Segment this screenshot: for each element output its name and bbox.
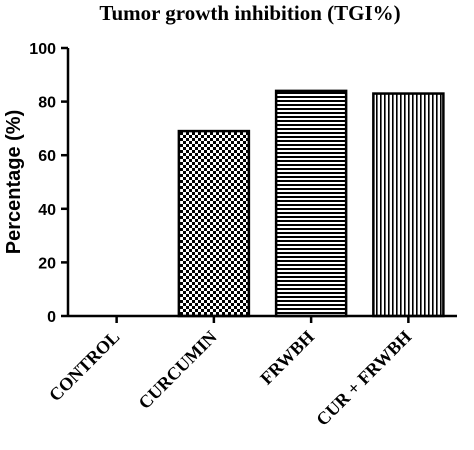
y-tick-label: 60: [38, 148, 56, 165]
y-tick-label: 40: [38, 202, 56, 219]
y-tick-label: 20: [38, 255, 56, 272]
y-axis-label: Percentage (%): [3, 110, 25, 255]
y-tick-label: 0: [47, 309, 56, 326]
y-tick-label: 80: [38, 95, 56, 112]
bars: [177, 89, 445, 318]
x-tick-label: CUR + FRWBH: [312, 327, 415, 430]
bar-curcumin: [177, 129, 251, 318]
y-axis-ticks: 0 20 40 60 80 100: [29, 41, 68, 326]
x-tick-label: FRWBH: [256, 327, 318, 389]
bar-cur-frwbh: [372, 92, 445, 318]
chart-title: Tumor growth inhibition (TGI%): [99, 1, 400, 25]
y-tick-label: 100: [29, 41, 56, 58]
x-tick-label: CURCUMIN: [134, 327, 220, 413]
bar-frwbh: [274, 89, 348, 318]
x-tick-label: CONTROL: [45, 327, 123, 405]
